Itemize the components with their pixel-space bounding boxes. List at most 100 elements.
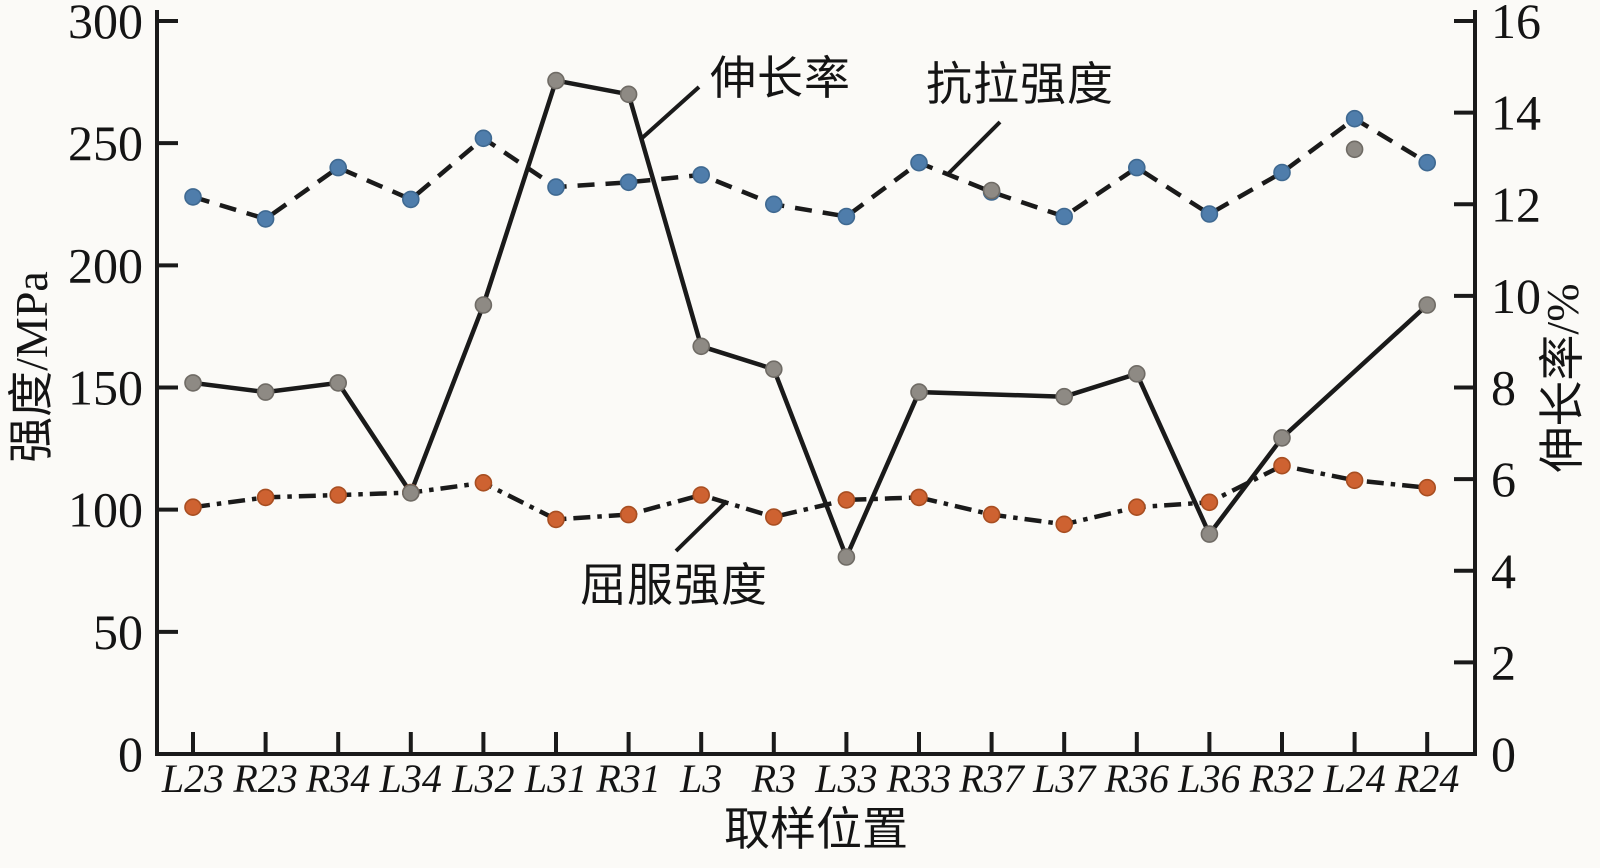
data-point-抗拉强度-R31 [619,173,638,192]
right-axis-tick-label: 4 [1491,543,1516,599]
left-axis-tick-label: 300 [68,0,143,49]
right-axis-tick-label: 2 [1491,634,1516,690]
data-point-抗拉强度-R32 [1273,163,1291,182]
data-point-伸长率-R33 [910,383,928,401]
tensile-series-label: 抗拉强度 [926,59,1114,110]
data-point-伸长率-L37 [1055,387,1073,406]
data-point-伸长率-R31 [619,85,638,104]
data-point-抗拉强度-R34 [329,158,348,177]
data-point-抗拉强度-L3 [692,166,711,184]
floating-gray-marker-R37 [982,181,1001,200]
x-axis-tick-label-L3: L3 [679,756,722,801]
data-point-伸长率-R3 [764,360,783,379]
right-axis-tick-label: 16 [1491,0,1541,49]
floating-gray-marker-L24 [1345,140,1364,159]
x-axis-tick-label-R34: R34 [305,756,370,801]
right-axis-tick-label: 14 [1491,85,1541,141]
data-point-抗拉强度-R24 [1418,153,1436,172]
data-point-抗拉强度-L23 [184,188,202,206]
yield-series-label: 屈服强度 [580,560,768,611]
data-point-屈服强度-L3 [692,486,711,504]
data-point-屈服强度-L37 [1055,515,1073,534]
left-axis-tick-label: 150 [68,360,143,416]
data-point-抗拉强度-L37 [1055,207,1073,226]
right-axis-tick-label: 8 [1491,360,1516,416]
yield-label-leader-line [674,499,729,553]
data-point-伸长率-R23 [256,383,275,401]
x-axis-tick-label-R37: R37 [958,756,1025,801]
data-point-屈服强度-R24 [1418,478,1436,497]
left-axis-tick-label: 250 [68,115,143,171]
data-point-屈服强度-L32 [474,473,493,492]
x-axis-tick-label-L37: L37 [1032,756,1097,801]
data-point-伸长率-L23 [184,374,202,392]
x-axis-tick-label-L32: L32 [451,756,514,801]
x-axis-tick-label-L31: L31 [524,756,587,801]
data-point-抗拉强度-R36 [1128,158,1146,177]
data-point-抗拉强度-R33 [910,153,928,172]
x-axis-tick-label-R24: R24 [1394,756,1459,801]
x-axis-tick-label-L33: L33 [814,756,877,801]
data-point-抗拉强度-L33 [837,207,856,226]
x-axis-title: 取样位置 [724,804,908,855]
x-axis-tick-label-R31: R31 [595,756,660,801]
x-axis-tick-label-L36: L36 [1177,756,1240,801]
data-point-屈服强度-R31 [619,505,638,524]
data-point-屈服强度-L24 [1345,471,1364,490]
series-line-1-yield [192,463,1428,527]
data-point-屈服强度-L36 [1200,493,1219,512]
data-point-屈服强度-R34 [329,486,348,504]
elongation-label-leader-line [639,85,701,141]
data-point-伸长率-L3 [692,337,711,356]
data-point-伸长率-L31 [547,71,565,90]
data-point-抗拉强度-L34 [401,190,420,209]
data-point-伸长率-R24 [1418,296,1436,314]
left-axis-tick-label: 50 [93,604,143,660]
data-point-屈服强度-R33 [910,488,928,507]
data-point-伸长率-L36 [1200,525,1219,543]
data-point-伸长率-L34 [401,484,420,502]
data-point-屈服强度-R36 [1128,498,1146,517]
series-line-0-tensile [192,115,1429,222]
left-axis-title: 强度/MPa [6,271,57,463]
right-axis-tick-label: 10 [1491,268,1541,324]
tensile-label-leader-line [946,120,1002,176]
data-point-伸长率-R32 [1273,429,1291,447]
left-axis-tick-label: 100 [68,482,143,538]
elongation-series-label: 伸长率 [710,53,851,104]
x-axis-tick-label-L24: L24 [1322,756,1385,801]
data-point-屈服强度-R37 [982,505,1001,524]
data-point-伸长率-L32 [474,296,493,314]
data-point-抗拉强度-L31 [547,178,565,196]
right-axis-tick-label: 6 [1491,451,1516,507]
data-point-屈服强度-L31 [547,510,565,529]
data-point-抗拉强度-L24 [1345,109,1364,128]
right-axis-tick-label: 12 [1491,176,1541,232]
data-point-伸长率-R36 [1128,364,1146,383]
right-axis-tick-label: 0 [1491,726,1516,782]
x-axis-tick-label-R36: R36 [1104,756,1169,801]
data-point-抗拉强度-L36 [1200,205,1219,223]
data-point-抗拉强度-R3 [764,195,783,214]
x-axis-tick-label-R32: R32 [1249,756,1314,801]
left-axis-tick-label: 200 [68,237,143,293]
left-axis-tick-label: 0 [118,726,143,782]
x-axis-tick-label-L23: L23 [161,756,224,801]
data-point-伸长率-R34 [329,374,348,392]
right-axis-title: 伸长率/% [1537,283,1588,473]
series-line-2-elongation [192,78,1429,563]
data-point-屈服强度-L23 [184,498,202,517]
x-axis-tick-label-R23: R23 [232,756,297,801]
data-point-屈服强度-R3 [764,508,783,526]
data-point-屈服强度-L33 [837,491,856,509]
data-point-伸长率-L33 [837,548,856,566]
data-point-屈服强度-R23 [256,488,275,507]
x-axis-tick-label-R33: R33 [886,756,951,801]
x-axis-tick-label-R3: R3 [751,756,796,801]
data-point-抗拉强度-R23 [256,210,275,228]
data-point-抗拉强度-L32 [474,129,493,148]
data-point-屈服强度-R32 [1273,456,1291,475]
x-axis-tick-label-L34: L34 [379,756,442,801]
